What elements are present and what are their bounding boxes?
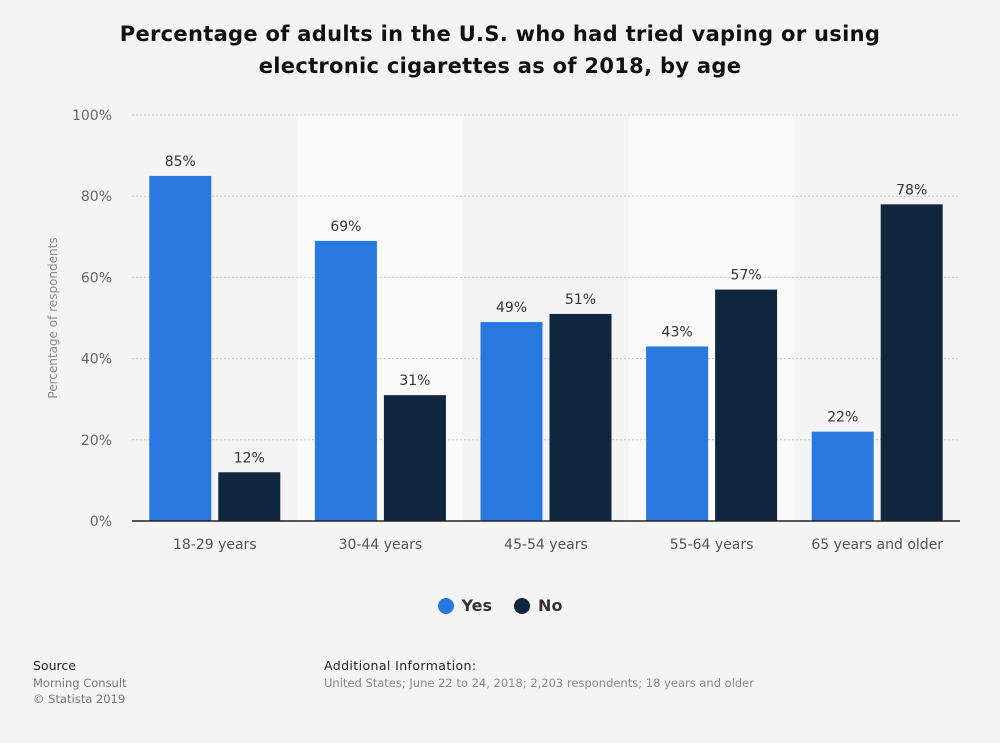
data-label: 43%	[662, 324, 693, 340]
legend-item-yes[interactable]: Yes	[437, 596, 493, 615]
bar-no-4[interactable]	[880, 204, 943, 521]
chart-legend: Yes No	[0, 596, 1000, 615]
source-name[interactable]: Morning Consult	[33, 676, 127, 690]
data-label: 51%	[565, 292, 596, 308]
data-label: 78%	[896, 182, 927, 198]
bar-yes-0[interactable]	[149, 175, 212, 521]
chart-title-line-1: Percentage of adults in the U.S. who had…	[119, 22, 881, 46]
data-label: 69%	[330, 219, 361, 235]
y-tick-label: 80%	[81, 189, 112, 205]
additional-info-block: Additional Information: United States; J…	[324, 658, 754, 691]
y-tick-label: 60%	[81, 270, 112, 286]
y-tick-label: 0%	[90, 514, 112, 530]
data-label: 85%	[165, 154, 196, 170]
legend-swatch-no	[514, 597, 531, 614]
bar-yes-4[interactable]	[811, 431, 874, 521]
x-tick-label: 18-29 years	[173, 537, 257, 553]
bar-no-2[interactable]	[549, 313, 612, 521]
data-label: 57%	[731, 268, 762, 284]
data-label: 12%	[234, 450, 265, 466]
x-tick-label: 65 years and older	[811, 537, 943, 553]
data-label: 31%	[399, 373, 430, 389]
bar-no-0[interactable]	[218, 472, 281, 521]
bar-yes-1[interactable]	[314, 240, 377, 522]
additional-info-label: Additional Information:	[324, 658, 477, 673]
source-block: Source Morning Consult © Statista 2019	[33, 658, 127, 707]
x-tick-label: 30-44 years	[339, 537, 423, 553]
source-label: Source	[33, 658, 76, 673]
y-tick-label: 20%	[81, 433, 112, 449]
legend-item-no[interactable]: No	[514, 596, 562, 615]
legend-swatch-yes	[437, 597, 454, 614]
x-tick-label: 55-64 years	[670, 537, 754, 553]
bar-no-3[interactable]	[715, 289, 778, 521]
additional-info-text: United States; June 22 to 24, 2018; 2,20…	[324, 676, 754, 690]
bar-yes-2[interactable]	[480, 322, 543, 521]
chart-title-line-2: electronic cigarettes as of 2018, by age	[258, 54, 742, 78]
y-tick-label: 40%	[81, 352, 112, 368]
y-axis-title: Percentage of respondents	[46, 237, 60, 398]
legend-label-no: No	[538, 596, 563, 615]
x-tick-label: 45-54 years	[504, 537, 588, 553]
bar-chart: 0% 20% 40% 60% 80% 100% Percentage of responde…	[46, 108, 960, 553]
legend-label-yes: Yes	[461, 596, 493, 615]
chart-title: Percentage of adults in the U.S. who had…	[0, 18, 1000, 82]
data-label: 22%	[827, 410, 858, 426]
bar-no-1[interactable]	[383, 395, 446, 521]
bar-yes-3[interactable]	[646, 346, 709, 521]
data-label: 49%	[496, 300, 527, 316]
copyright: © Statista 2019	[33, 692, 126, 706]
y-tick-label: 100%	[72, 108, 112, 124]
